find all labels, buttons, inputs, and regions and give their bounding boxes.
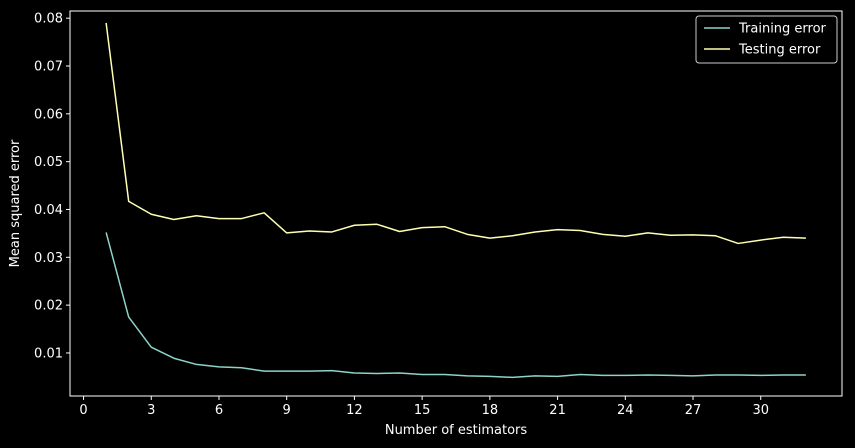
y-axis-ticks: 0.01 0.02 0.03 0.04 0.05 0.06 0.07 0.08 bbox=[34, 12, 70, 361]
y-tick-label: 0.03 bbox=[34, 251, 63, 266]
x-tick-label: 21 bbox=[549, 403, 566, 418]
series-layer bbox=[105, 22, 806, 379]
x-tick-label: 27 bbox=[685, 403, 702, 418]
series-line-training-error bbox=[105, 232, 806, 379]
legend-box bbox=[695, 15, 838, 64]
x-axis-ticks: 0 3 6 9 12 15 18 21 24 27 30 bbox=[79, 396, 769, 418]
y-tick-label: 0.05 bbox=[34, 155, 63, 170]
y-tick-label: 0.02 bbox=[34, 299, 63, 314]
x-tick-label: 0 bbox=[79, 403, 87, 418]
legend: Training error Testing error bbox=[695, 15, 838, 64]
y-tick-label: 0.06 bbox=[34, 107, 63, 122]
x-tick-label: 30 bbox=[752, 403, 769, 418]
x-axis-label: Number of estimators bbox=[385, 423, 528, 438]
legend-label: Testing error bbox=[738, 43, 821, 58]
x-tick-label: 12 bbox=[346, 403, 363, 418]
x-tick-label: 24 bbox=[617, 403, 634, 418]
y-axis-label: Mean squared error bbox=[8, 139, 23, 267]
y-tick-label: 0.08 bbox=[34, 12, 63, 27]
y-tick-label: 0.07 bbox=[34, 60, 63, 75]
x-tick-label: 3 bbox=[147, 403, 155, 418]
legend-label: Training error bbox=[738, 22, 827, 37]
y-tick-label: 0.01 bbox=[34, 346, 63, 361]
y-tick-label: 0.04 bbox=[34, 203, 63, 218]
series-line-testing-error bbox=[105, 22, 806, 245]
x-tick-label: 6 bbox=[215, 403, 223, 418]
x-tick-label: 9 bbox=[283, 403, 291, 418]
x-tick-label: 15 bbox=[414, 403, 431, 418]
plot-area-frame bbox=[69, 10, 843, 397]
x-tick-label: 18 bbox=[482, 403, 499, 418]
